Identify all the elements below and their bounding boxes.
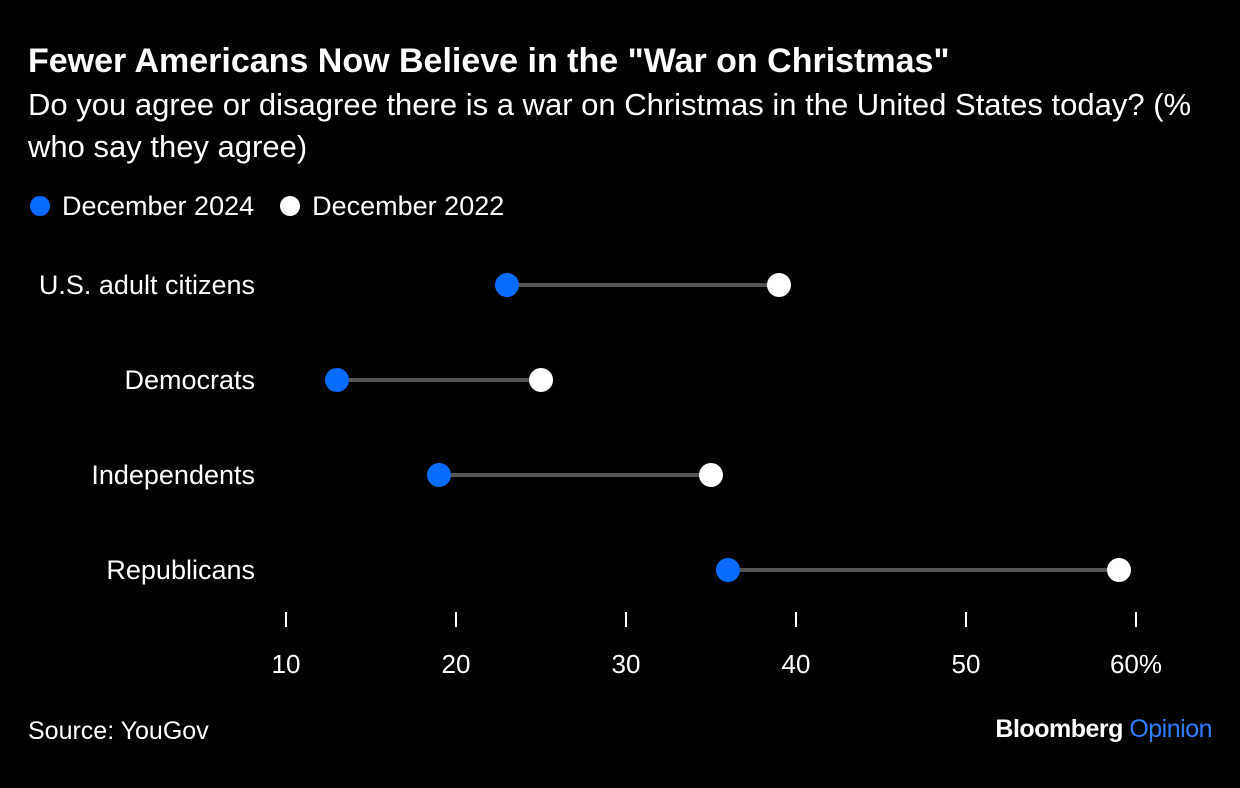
- category-label-democrats: Democrats: [124, 365, 255, 395]
- x-tick-label-60: 60%: [1110, 649, 1162, 679]
- dot-2022-republicans: [1107, 558, 1131, 582]
- category-label-republicans: Republicans: [106, 555, 255, 585]
- x-tick-label-10: 10: [272, 649, 301, 679]
- brand-main: Bloomberg: [995, 715, 1123, 743]
- brand-logo: Bloomberg Opinion: [995, 712, 1212, 746]
- dot-2024-republicans: [716, 558, 740, 582]
- dumbbell-chart: U.S. adult citizens Democrats Independents…: [39, 270, 1162, 679]
- x-tick-label-20: 20: [442, 649, 471, 679]
- chart-subtitle: Do you agree or disagree there is a war …: [28, 87, 1192, 164]
- legend-item-2022: December 2022: [280, 191, 504, 222]
- legend-dot-2024-icon: [30, 196, 50, 216]
- brand-opinion: Opinion: [1129, 715, 1212, 743]
- x-tick-label-30: 30: [612, 649, 641, 679]
- category-label-independents: Independents: [91, 460, 255, 490]
- chart-title: Fewer Americans Now Believe in the "War …: [28, 42, 950, 80]
- source-note: Source: YouGov: [28, 717, 209, 745]
- x-tick-label-40: 40: [782, 649, 811, 679]
- legend: December 2024 December 2022: [30, 188, 530, 224]
- legend-dot-2022-icon: [280, 196, 301, 216]
- dot-2022-independents: [699, 463, 723, 487]
- legend-label-2022: December 2022: [312, 190, 505, 221]
- x-tick-label-50: 50: [952, 649, 981, 679]
- legend-item-2024: December 2024: [30, 191, 254, 222]
- dot-2024-u-s-adult-citizens: [495, 273, 519, 297]
- legend-label-2024: December 2024: [62, 190, 255, 221]
- dot-2024-independents: [427, 463, 451, 487]
- category-label-u-s-adult-citizens: U.S. adult citizens: [39, 270, 255, 300]
- dot-2022-u-s-adult-citizens: [767, 273, 791, 297]
- dot-2024-democrats: [325, 368, 349, 392]
- dot-2022-democrats: [529, 368, 553, 392]
